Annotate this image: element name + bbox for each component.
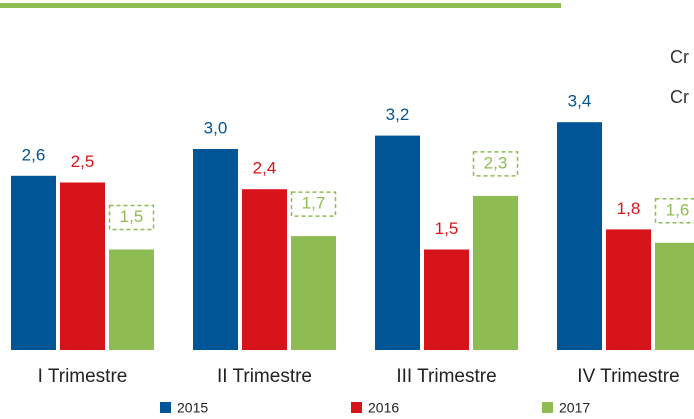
bar bbox=[473, 195, 518, 350]
value-label: 1,6 bbox=[666, 200, 690, 219]
bar bbox=[109, 249, 154, 350]
bar bbox=[655, 242, 694, 350]
legend-label: 2017 bbox=[559, 400, 590, 416]
bar bbox=[60, 182, 105, 350]
value-label: 1,5 bbox=[435, 219, 459, 238]
value-label: 2,3 bbox=[484, 153, 508, 172]
label-box bbox=[290, 191, 337, 217]
top-rule bbox=[0, 3, 561, 8]
x-tick-label: III Trimestre bbox=[396, 366, 496, 387]
annotation: Cr bbox=[670, 47, 689, 67]
legend-label: 2016 bbox=[368, 400, 399, 416]
value-label: 2,4 bbox=[253, 159, 277, 178]
bar bbox=[11, 175, 56, 350]
legend-swatch bbox=[351, 402, 362, 413]
x-tick-label: I Trimestre bbox=[38, 366, 128, 387]
label-box bbox=[654, 198, 694, 224]
value-label: 1,8 bbox=[617, 199, 641, 218]
legend-label: 2015 bbox=[177, 400, 208, 416]
bar bbox=[424, 249, 469, 350]
annotation: Cr bbox=[670, 87, 689, 107]
value-label: 3,0 bbox=[204, 118, 228, 137]
bar bbox=[242, 189, 287, 350]
value-label: 3,4 bbox=[568, 92, 592, 111]
x-tick-label: II Trimestre bbox=[217, 366, 312, 387]
label-box bbox=[108, 204, 155, 231]
bar bbox=[291, 236, 336, 350]
value-label: 2,6 bbox=[22, 145, 46, 164]
legend-swatch bbox=[542, 402, 553, 413]
value-label: 1,7 bbox=[302, 194, 326, 213]
bar bbox=[193, 149, 238, 350]
bar bbox=[557, 122, 602, 350]
value-label: 3,2 bbox=[386, 105, 410, 124]
bar bbox=[606, 229, 651, 350]
legend-swatch bbox=[160, 402, 171, 413]
value-label: 1,5 bbox=[120, 207, 144, 226]
bar bbox=[375, 135, 420, 350]
x-tick-label: IV Trimestre bbox=[577, 366, 679, 387]
value-label: 2,5 bbox=[71, 152, 95, 171]
label-box bbox=[472, 151, 519, 177]
